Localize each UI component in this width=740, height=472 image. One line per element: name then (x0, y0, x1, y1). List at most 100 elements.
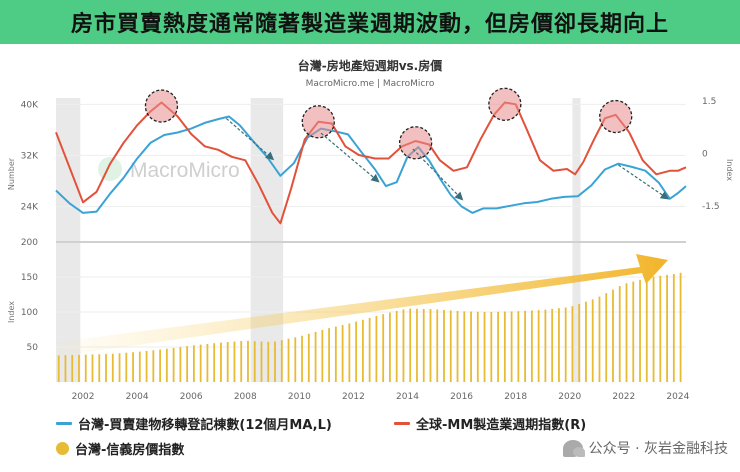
legend: 台灣-買賣建物移轉登記棟數(12個月MA,L) 全球-MM製造業週期指數(R) … (56, 414, 736, 470)
price-index-bar-49 (389, 312, 391, 382)
price-index-bar-16 (165, 348, 168, 382)
price-index-bar-26 (233, 341, 236, 382)
price-index-bar-80 (598, 296, 601, 382)
x-tick-label: 2006 (180, 392, 203, 402)
price-index-bar-59 (456, 310, 459, 382)
price-index-bar-33 (280, 340, 283, 382)
peak-circle-1 (301, 105, 335, 139)
price-index-bar-19 (186, 346, 189, 382)
price-index-bar-72 (544, 309, 547, 382)
price-index-bar-56 (436, 309, 439, 382)
legend-item-blue[interactable]: 台灣-買賣建物移轉登記棟數(12個月MA,L) (56, 414, 332, 433)
price-index-bar-46 (368, 317, 371, 382)
bar-tick-label: 200 (21, 238, 38, 248)
price-index-bar-54 (422, 308, 425, 382)
uptrend-arrow (58, 254, 668, 356)
price-index-bar-82 (612, 289, 614, 382)
x-tick-label: 2020 (558, 392, 581, 402)
legend-gold-label: 台灣-信義房價指數 (75, 443, 185, 458)
price-index-bar-51 (402, 309, 405, 382)
price-index-bar-67 (510, 311, 513, 382)
price-index-bar-45 (361, 319, 364, 382)
price-index-bar-24 (220, 342, 222, 382)
price-index-bar-61 (470, 311, 472, 382)
price-index-bar-87 (645, 278, 648, 382)
price-index-bars (57, 272, 682, 382)
macromicro-logo-icon (98, 157, 122, 181)
price-index-bar-44 (355, 321, 358, 382)
right-axis-label: Index (725, 159, 734, 181)
price-index-bar-70 (530, 310, 533, 382)
price-index-bar-31 (267, 341, 270, 382)
price-index-bar-63 (483, 311, 486, 382)
bottom-axis-label: Index (7, 301, 16, 323)
price-index-bar-32 (274, 341, 276, 382)
x-tick-label: 2022 (612, 392, 635, 402)
price-index-bar-35 (294, 337, 297, 382)
price-index-bar-8 (111, 353, 114, 382)
price-index-bar-75 (564, 307, 567, 382)
price-index-bar-88 (652, 276, 655, 382)
left-tick-label: 24K (21, 202, 39, 212)
price-index-bar-74 (558, 308, 560, 382)
decline-arrow-2 (412, 148, 464, 201)
price-index-bar-66 (503, 311, 506, 382)
price-index-bar-13 (145, 350, 148, 382)
price-index-bar-90 (666, 274, 668, 382)
price-index-bar-37 (307, 333, 310, 382)
price-index-bar-83 (618, 286, 621, 382)
price-index-bar-55 (429, 309, 432, 382)
wechat-watermark: 公众号 · 灰岩金融科技 (562, 438, 728, 458)
left-tick-label: 32K (21, 151, 39, 161)
decline-arrow-1 (320, 132, 380, 183)
price-index-bar-69 (524, 310, 527, 382)
price-index-bar-5 (91, 354, 94, 382)
x-tick-label: 2024 (666, 392, 689, 402)
x-tick-label: 2018 (504, 392, 527, 402)
price-index-bar-18 (179, 347, 182, 382)
price-index-bar-41 (334, 326, 337, 382)
peak-circle-3 (488, 87, 522, 121)
price-index-bar-91 (672, 274, 675, 382)
price-index-bar-4 (84, 354, 87, 382)
price-index-bar-42 (341, 325, 344, 382)
price-index-bar-89 (659, 275, 662, 382)
price-index-bar-9 (118, 353, 121, 382)
price-index-bar-14 (152, 350, 155, 382)
price-index-bar-17 (172, 347, 175, 382)
price-index-bar-79 (591, 299, 594, 382)
price-index-bar-40 (328, 328, 330, 382)
price-index-bar-71 (537, 310, 540, 382)
price-index-bar-36 (301, 335, 303, 382)
bar-tick-label: 150 (21, 273, 38, 283)
annotations (144, 87, 670, 201)
price-index-bar-25 (226, 342, 229, 382)
price-index-bar-7 (105, 354, 107, 382)
price-index-bar-29 (253, 341, 256, 382)
x-tick-label: 2016 (450, 392, 473, 402)
price-index-bar-20 (192, 345, 195, 382)
x-tick-label: 2010 (288, 392, 311, 402)
price-index-bar-77 (578, 303, 581, 382)
price-index-bar-30 (260, 341, 263, 382)
legend-item-gold[interactable]: 台灣-信義房價指數 (56, 439, 184, 458)
right-tick-label: 0 (702, 149, 708, 159)
macromicro-logo-circle (98, 157, 122, 181)
x-tick-label: 2012 (342, 392, 365, 402)
price-index-bar-23 (213, 343, 216, 382)
price-index-bar-52 (409, 308, 412, 382)
legend-gold-swatch (56, 442, 69, 455)
price-index-bar-73 (551, 308, 554, 382)
price-index-bar-76 (571, 306, 574, 382)
price-index-bar-27 (240, 341, 243, 382)
price-index-bar-86 (639, 279, 641, 382)
price-index-bar-78 (585, 301, 587, 382)
left-tick-label: 40K (21, 100, 39, 110)
price-index-bar-21 (199, 344, 202, 382)
peak-circle-2 (398, 126, 433, 160)
price-index-bar-92 (679, 272, 682, 382)
price-index-bar-38 (314, 331, 317, 382)
legend-item-red[interactable]: 全球-MM製造業週期指數(R) (394, 414, 586, 433)
x-tick-label: 2002 (72, 392, 95, 402)
peak-circle-0 (144, 89, 179, 123)
